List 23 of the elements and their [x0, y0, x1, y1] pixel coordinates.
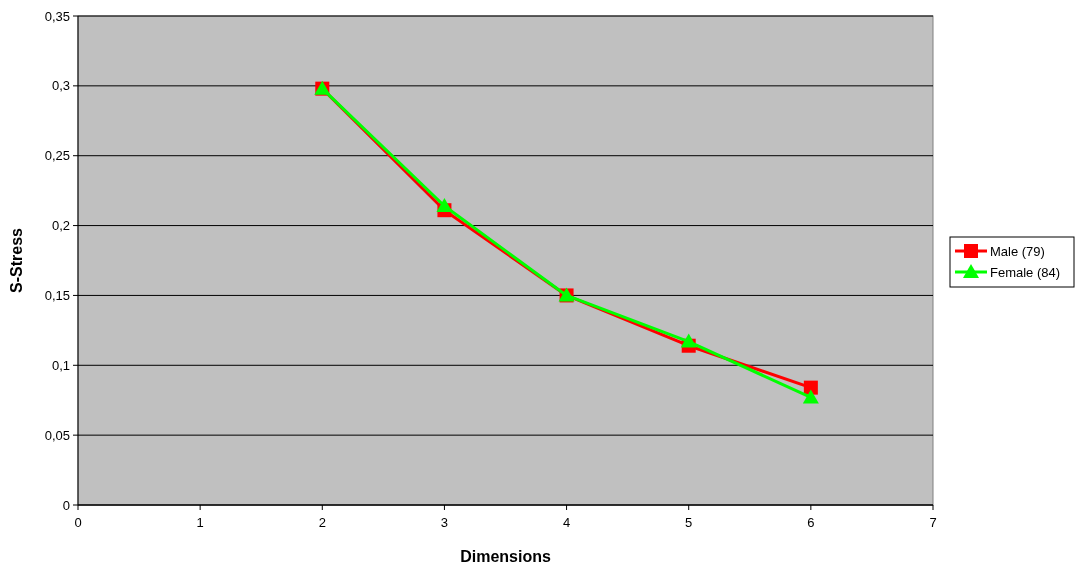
y-tick-label: 0,1 [51, 357, 70, 373]
x-tick-label: 7 [929, 515, 937, 530]
y-tick-label: 0 [62, 497, 70, 513]
x-tick-label: 2 [318, 515, 326, 530]
x-tick-label: 1 [196, 515, 204, 530]
y-tick-label: 0,25 [44, 148, 70, 164]
x-tick-label: 6 [807, 515, 815, 530]
point [680, 333, 697, 348]
y-tick-label: 0,15 [44, 287, 70, 303]
point [436, 198, 453, 213]
y-tick-label: 0,35 [44, 8, 70, 24]
y-tick-label: 0,05 [44, 427, 70, 443]
y-tick-label: 0,3 [51, 78, 70, 94]
legend-label: Male (79) [990, 243, 1045, 259]
point [802, 389, 819, 404]
y-tick-label: 0,2 [51, 218, 70, 234]
x-tick-label: 0 [74, 515, 82, 530]
x-axis-title: Dimensions [460, 548, 551, 565]
legend-label: Female (84) [990, 264, 1061, 280]
x-tick-label: 5 [685, 515, 693, 530]
y-axis-title: S-Stress [8, 227, 25, 293]
x-tick-label: 4 [562, 515, 571, 530]
x-tick-label: 3 [440, 515, 449, 530]
